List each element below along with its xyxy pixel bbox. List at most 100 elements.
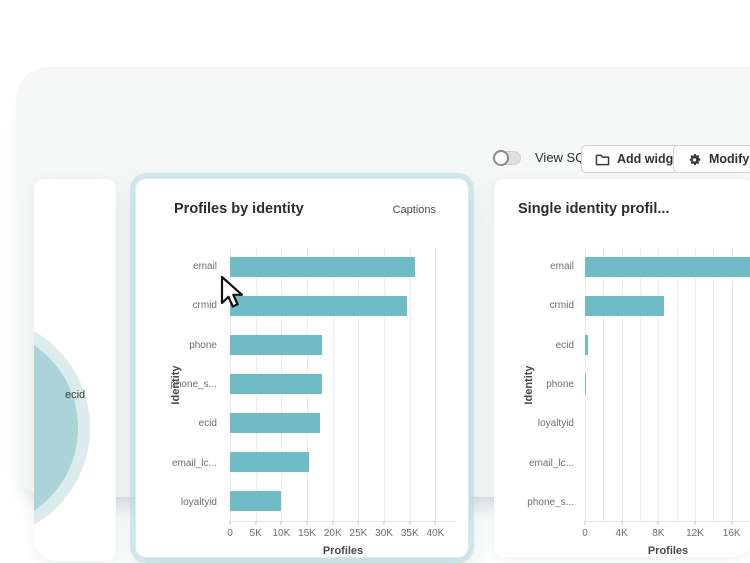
bar-row bbox=[230, 286, 456, 325]
add-widget-label: Add widget bbox=[617, 152, 685, 166]
modify-dashboard-button[interactable]: Modify dash bbox=[673, 145, 750, 173]
toggle-knob-icon[interactable] bbox=[493, 149, 509, 166]
tick-label: 8K bbox=[652, 528, 665, 539]
tick-mark bbox=[694, 521, 696, 525]
bar-email[interactable] bbox=[230, 256, 415, 277]
bar-loyaltyid[interactable] bbox=[230, 491, 282, 512]
tick-mark bbox=[731, 521, 733, 525]
profiles-by-identity-card[interactable]: Profiles by identity Captions Identity e… bbox=[136, 179, 468, 557]
bar-crmid[interactable] bbox=[585, 295, 664, 316]
category-label-crmid: crmid bbox=[549, 300, 574, 312]
venn-diagram-card[interactable]: ecid bbox=[34, 179, 116, 561]
bar-ecid[interactable] bbox=[585, 334, 588, 355]
gridline bbox=[713, 247, 715, 521]
tick-label: 10K bbox=[272, 528, 291, 539]
bar-row bbox=[230, 443, 456, 482]
bar-crmid[interactable] bbox=[230, 295, 408, 316]
gridline bbox=[409, 247, 411, 521]
tick-label: 0 bbox=[227, 528, 233, 539]
bar-email-lc-[interactable] bbox=[230, 452, 309, 473]
tick-mark bbox=[332, 521, 334, 525]
gridline bbox=[640, 247, 641, 521]
x-axis-title: Profiles bbox=[647, 545, 689, 557]
bar-chart-plot: 0 4K 8K 12K 16K bbox=[582, 247, 750, 539]
tick-label: 25K bbox=[349, 528, 368, 539]
captions-link[interactable]: Captions bbox=[392, 204, 436, 216]
tick-mark bbox=[306, 521, 308, 525]
gridline bbox=[384, 247, 386, 521]
category-label-phone: phone bbox=[546, 378, 574, 390]
bar-row bbox=[230, 404, 456, 443]
tick-label: 15K bbox=[298, 528, 316, 539]
tick-mark bbox=[657, 521, 659, 525]
category-label-crmid: crmid bbox=[192, 300, 217, 312]
view-sql-toggle[interactable]: View SQL bbox=[493, 149, 593, 166]
bar-row bbox=[585, 286, 750, 325]
gridline bbox=[358, 247, 360, 521]
gridline bbox=[603, 247, 605, 521]
tick-label: 30K bbox=[375, 528, 393, 539]
tick-label: 35K bbox=[400, 528, 419, 539]
tick-mark bbox=[409, 521, 411, 525]
bar-row bbox=[585, 325, 750, 364]
tick-label: 12K bbox=[686, 528, 704, 539]
tick-mark bbox=[383, 521, 385, 525]
tick-mark bbox=[255, 521, 257, 525]
category-label-email: email bbox=[193, 261, 217, 273]
bar-ecid[interactable] bbox=[230, 413, 320, 434]
gridline bbox=[676, 247, 678, 521]
x-axis: 0 4K 8K 12K 16K bbox=[582, 521, 750, 547]
card-title: Profiles by identity bbox=[174, 201, 304, 217]
gridline bbox=[695, 247, 696, 521]
bar-row bbox=[585, 482, 750, 521]
mouse-cursor-icon bbox=[219, 275, 249, 316]
bar-phone[interactable] bbox=[230, 334, 323, 355]
folder-icon bbox=[595, 153, 610, 166]
card-title: Single identity profil... bbox=[518, 201, 670, 217]
gridline bbox=[621, 247, 623, 521]
bar-row bbox=[585, 443, 750, 482]
tick-mark bbox=[584, 521, 586, 525]
category-label-loyaltyid: loyaltyid bbox=[180, 496, 217, 508]
toggle-track-icon[interactable] bbox=[493, 149, 521, 166]
y-axis-category-labels: email crmid ecid phone loyaltyid email_lc...p… bbox=[494, 247, 581, 522]
tick-mark bbox=[357, 521, 359, 525]
x-axis: 0 5K 10K 15K 20K 25K 30K 35K 40K bbox=[227, 521, 456, 547]
tick-label: 5K bbox=[249, 528, 262, 539]
bar-phone-s-[interactable] bbox=[230, 373, 323, 394]
dashboard-panel: View SQL Add widget Modify dash e bbox=[16, 67, 750, 561]
tick-mark bbox=[229, 521, 231, 525]
category-label-phone: phone bbox=[189, 339, 217, 351]
category-label-email-lc-: email_lc... bbox=[171, 457, 217, 469]
bar-row bbox=[230, 364, 456, 403]
category-label-phone-s-: phone_s... bbox=[527, 496, 574, 508]
modify-dashboard-label: Modify dash bbox=[709, 152, 750, 166]
tick-mark bbox=[621, 521, 623, 525]
tick-mark bbox=[434, 521, 436, 525]
tick-label: 20K bbox=[323, 528, 342, 539]
x-axis-title: Profiles bbox=[322, 545, 364, 557]
category-label-email: email bbox=[550, 261, 574, 273]
bar-row bbox=[585, 364, 750, 403]
category-label-phone-s-: phone_s... bbox=[170, 378, 217, 390]
gridline bbox=[332, 247, 334, 521]
gridline bbox=[731, 247, 733, 521]
bar-phone[interactable] bbox=[585, 373, 587, 394]
category-label-ecid: ecid bbox=[198, 418, 217, 430]
single-identity-profiles-card[interactable]: Single identity profil... Identity email… bbox=[494, 179, 750, 557]
gear-icon bbox=[687, 152, 702, 167]
bar-row bbox=[230, 482, 456, 521]
tick-label: 40K bbox=[426, 528, 445, 539]
category-label-email-lc-: email_lc... bbox=[528, 457, 574, 469]
tick-label: 16K bbox=[722, 528, 741, 539]
bar-email[interactable] bbox=[585, 256, 750, 277]
y-axis-category-labels: email crmid phone phone_s...ecid email_lc...… bbox=[136, 247, 224, 522]
category-label-loyaltyid: loyaltyid bbox=[537, 418, 574, 430]
view-sql-label: View SQL bbox=[535, 150, 593, 165]
bar-row bbox=[585, 247, 750, 286]
bar-row bbox=[585, 404, 750, 443]
tick-mark bbox=[280, 521, 282, 525]
venn-segment-label: ecid bbox=[65, 389, 86, 401]
category-label-ecid: ecid bbox=[555, 339, 574, 351]
